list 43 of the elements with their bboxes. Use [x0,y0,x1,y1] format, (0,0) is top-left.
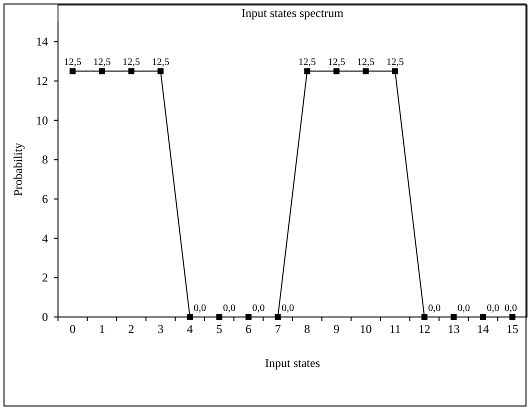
data-label: 12,5 [122,57,140,68]
data-label: 0,0 [504,303,517,314]
data-label: 0,0 [486,303,500,314]
y-tick-label: 2 [42,270,48,285]
data-label: 12,5 [64,57,82,68]
y-tick-label: 12 [36,74,48,88]
y-tick-label: 6 [42,192,48,206]
data-label: 0,0 [457,303,470,314]
data-label: 12,5 [152,57,170,68]
x-tick-label: 7 [274,322,281,336]
x-tick-label: 10 [360,322,372,336]
data-label: 12,5 [298,57,316,68]
x-tick-label: 15 [506,322,518,336]
y-tick-label: 10 [36,113,48,128]
x-tick-label: 2 [128,322,134,336]
y-tick-label: 8 [42,152,48,167]
x-tick-label: 6 [246,322,252,336]
y-tick-label: 4 [42,231,48,246]
data-label: 0,0 [222,303,236,314]
data-label: 0,0 [252,303,265,314]
y-tick-label: 14 [36,34,48,49]
x-tick-label: 3 [158,322,164,336]
data-label: 0,0 [428,303,441,314]
data-label: 12,5 [328,57,346,68]
x-tick-label: 14 [477,322,490,336]
y-tick-label: 0 [42,310,48,324]
x-axis-title: Input states [265,356,320,370]
x-tick-label: 13 [448,322,460,336]
chart-title: Input states spectrum [242,6,344,20]
data-label: 0,0 [282,303,294,314]
data-label: 12,5 [93,57,111,68]
data-label: 12,5 [386,57,404,68]
x-tick-label: 9 [333,322,340,336]
data-label: 12,5 [357,57,375,68]
x-tick-label: 12 [418,322,430,336]
data-label: 0,0 [194,303,206,314]
y-axis-title: Probability [11,142,25,196]
x-tick-label: 4 [186,322,193,336]
x-tick-label: 1 [98,322,105,336]
x-tick-label: 5 [216,322,222,336]
x-tick-label: 8 [304,322,310,336]
x-tick-label: 11 [389,322,401,336]
x-tick-label: 0 [70,322,76,336]
